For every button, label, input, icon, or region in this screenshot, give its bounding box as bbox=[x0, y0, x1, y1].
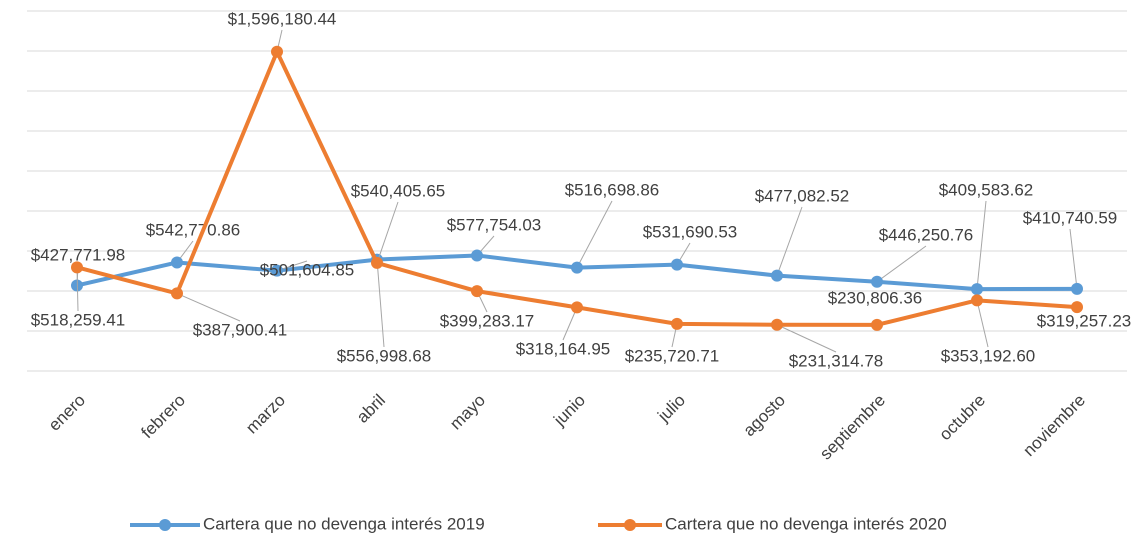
legend-marker bbox=[159, 519, 171, 531]
data-label: $477,082.52 bbox=[755, 186, 850, 205]
x-tick-label: enero bbox=[45, 391, 89, 435]
data-label: $319,257.23 bbox=[1037, 311, 1132, 330]
data-point bbox=[271, 45, 283, 58]
data-point bbox=[1071, 301, 1083, 314]
leader-line bbox=[176, 292, 241, 322]
legend-label: Cartera que no devenga interés 2020 bbox=[665, 514, 947, 533]
data-point bbox=[171, 256, 183, 269]
data-label: $399,283.17 bbox=[440, 311, 535, 330]
data-label: $318,164.95 bbox=[516, 339, 611, 358]
x-tick-label: mayo bbox=[446, 391, 489, 434]
data-label: $446,250.76 bbox=[879, 225, 974, 244]
data-label: $427,771.98 bbox=[31, 245, 126, 264]
data-point bbox=[1071, 282, 1083, 295]
leader-line bbox=[1069, 228, 1078, 289]
x-tick-label: octubre bbox=[935, 391, 989, 445]
data-label: $230,806.36 bbox=[828, 288, 923, 307]
leader-line bbox=[76, 267, 79, 312]
data-label: $410,740.59 bbox=[1023, 208, 1118, 227]
data-point bbox=[571, 261, 583, 274]
leader-line bbox=[976, 200, 987, 290]
data-label: $540,405.65 bbox=[351, 181, 446, 200]
data-label: $531,690.53 bbox=[643, 222, 738, 241]
x-tick-label: julio bbox=[653, 391, 689, 427]
leader-line bbox=[376, 201, 399, 264]
leader-line bbox=[876, 245, 927, 283]
data-label: $235,720.71 bbox=[625, 346, 720, 365]
data-label: $542,770.86 bbox=[146, 220, 241, 239]
data-label: $518,259.41 bbox=[31, 310, 126, 329]
data-point bbox=[471, 249, 483, 262]
data-label: $1,596,180.44 bbox=[228, 9, 337, 28]
data-point bbox=[471, 285, 483, 298]
x-tick-label: marzo bbox=[242, 391, 289, 438]
data-point bbox=[771, 269, 783, 282]
data-point bbox=[971, 283, 983, 296]
data-point bbox=[871, 275, 883, 288]
data-point bbox=[371, 256, 383, 269]
leader-line bbox=[776, 206, 803, 276]
data-point bbox=[671, 258, 683, 271]
leader-line bbox=[376, 259, 385, 348]
x-tick-label: noviembre bbox=[1019, 391, 1089, 461]
x-tick-label: junio bbox=[549, 391, 589, 431]
data-label: $501,604.85 bbox=[260, 260, 355, 279]
data-point bbox=[971, 294, 983, 307]
data-point bbox=[671, 317, 683, 330]
data-point bbox=[871, 318, 883, 331]
legend-label: Cartera que no devenga interés 2019 bbox=[203, 514, 485, 533]
x-tick-label: abril bbox=[353, 391, 389, 427]
data-point bbox=[271, 264, 283, 277]
data-point bbox=[771, 318, 783, 331]
data-label: $556,998.68 bbox=[337, 346, 432, 365]
x-tick-label: agosto bbox=[739, 391, 789, 441]
data-point bbox=[171, 287, 183, 300]
leader-line bbox=[976, 300, 989, 348]
data-label: $577,754.03 bbox=[447, 215, 542, 234]
leader-line bbox=[776, 324, 837, 353]
data-label: $516,698.86 bbox=[565, 180, 660, 199]
data-point bbox=[71, 261, 83, 274]
x-tick-label: septiembre bbox=[816, 391, 889, 464]
legend-marker bbox=[624, 519, 636, 531]
data-label: $387,900.41 bbox=[193, 320, 288, 339]
data-point bbox=[571, 301, 583, 314]
leader-line bbox=[576, 200, 613, 268]
data-label: $409,583.62 bbox=[939, 180, 1034, 199]
data-label: $231,314.78 bbox=[789, 351, 884, 370]
x-tick-label: febrero bbox=[137, 391, 189, 443]
data-label: $353,192.60 bbox=[941, 346, 1036, 365]
